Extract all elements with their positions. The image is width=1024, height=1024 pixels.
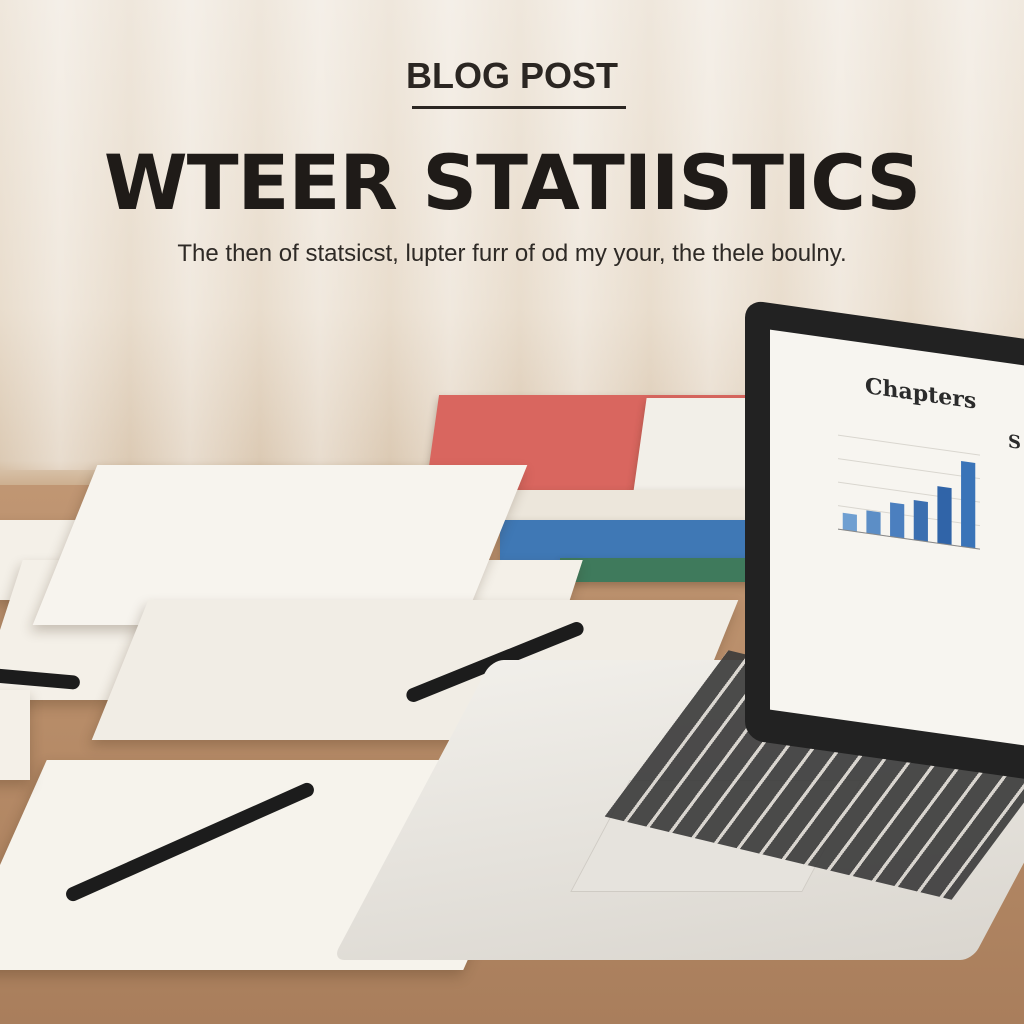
chart-gridline	[838, 458, 980, 480]
chart-bar	[890, 502, 905, 539]
chart-bar	[913, 499, 928, 542]
chart-bar	[842, 512, 857, 532]
chart-gridline	[838, 505, 980, 527]
green-book	[560, 558, 770, 582]
page-title: WTEER STATIISTICS	[103, 138, 921, 227]
chart-bar	[937, 486, 952, 546]
chart-bar	[866, 510, 881, 536]
chart-gridline	[838, 481, 980, 503]
left-edge-paper	[0, 690, 30, 780]
chart-gridline	[838, 434, 980, 456]
chart-x-axis	[838, 528, 980, 550]
screen-side-heading: S	[1008, 431, 1021, 454]
page-subtitle: The then of statsicst, lupter furr of od…	[177, 240, 847, 267]
screen-title: Chapters	[865, 372, 977, 415]
screen-bar-chart	[838, 434, 980, 550]
blue-book	[500, 520, 770, 560]
chart-bar	[961, 461, 976, 549]
kicker-underline	[412, 106, 626, 109]
laptop-screen: Chapters S	[770, 329, 1024, 751]
kicker-label: BLOG POST	[405, 55, 618, 96]
